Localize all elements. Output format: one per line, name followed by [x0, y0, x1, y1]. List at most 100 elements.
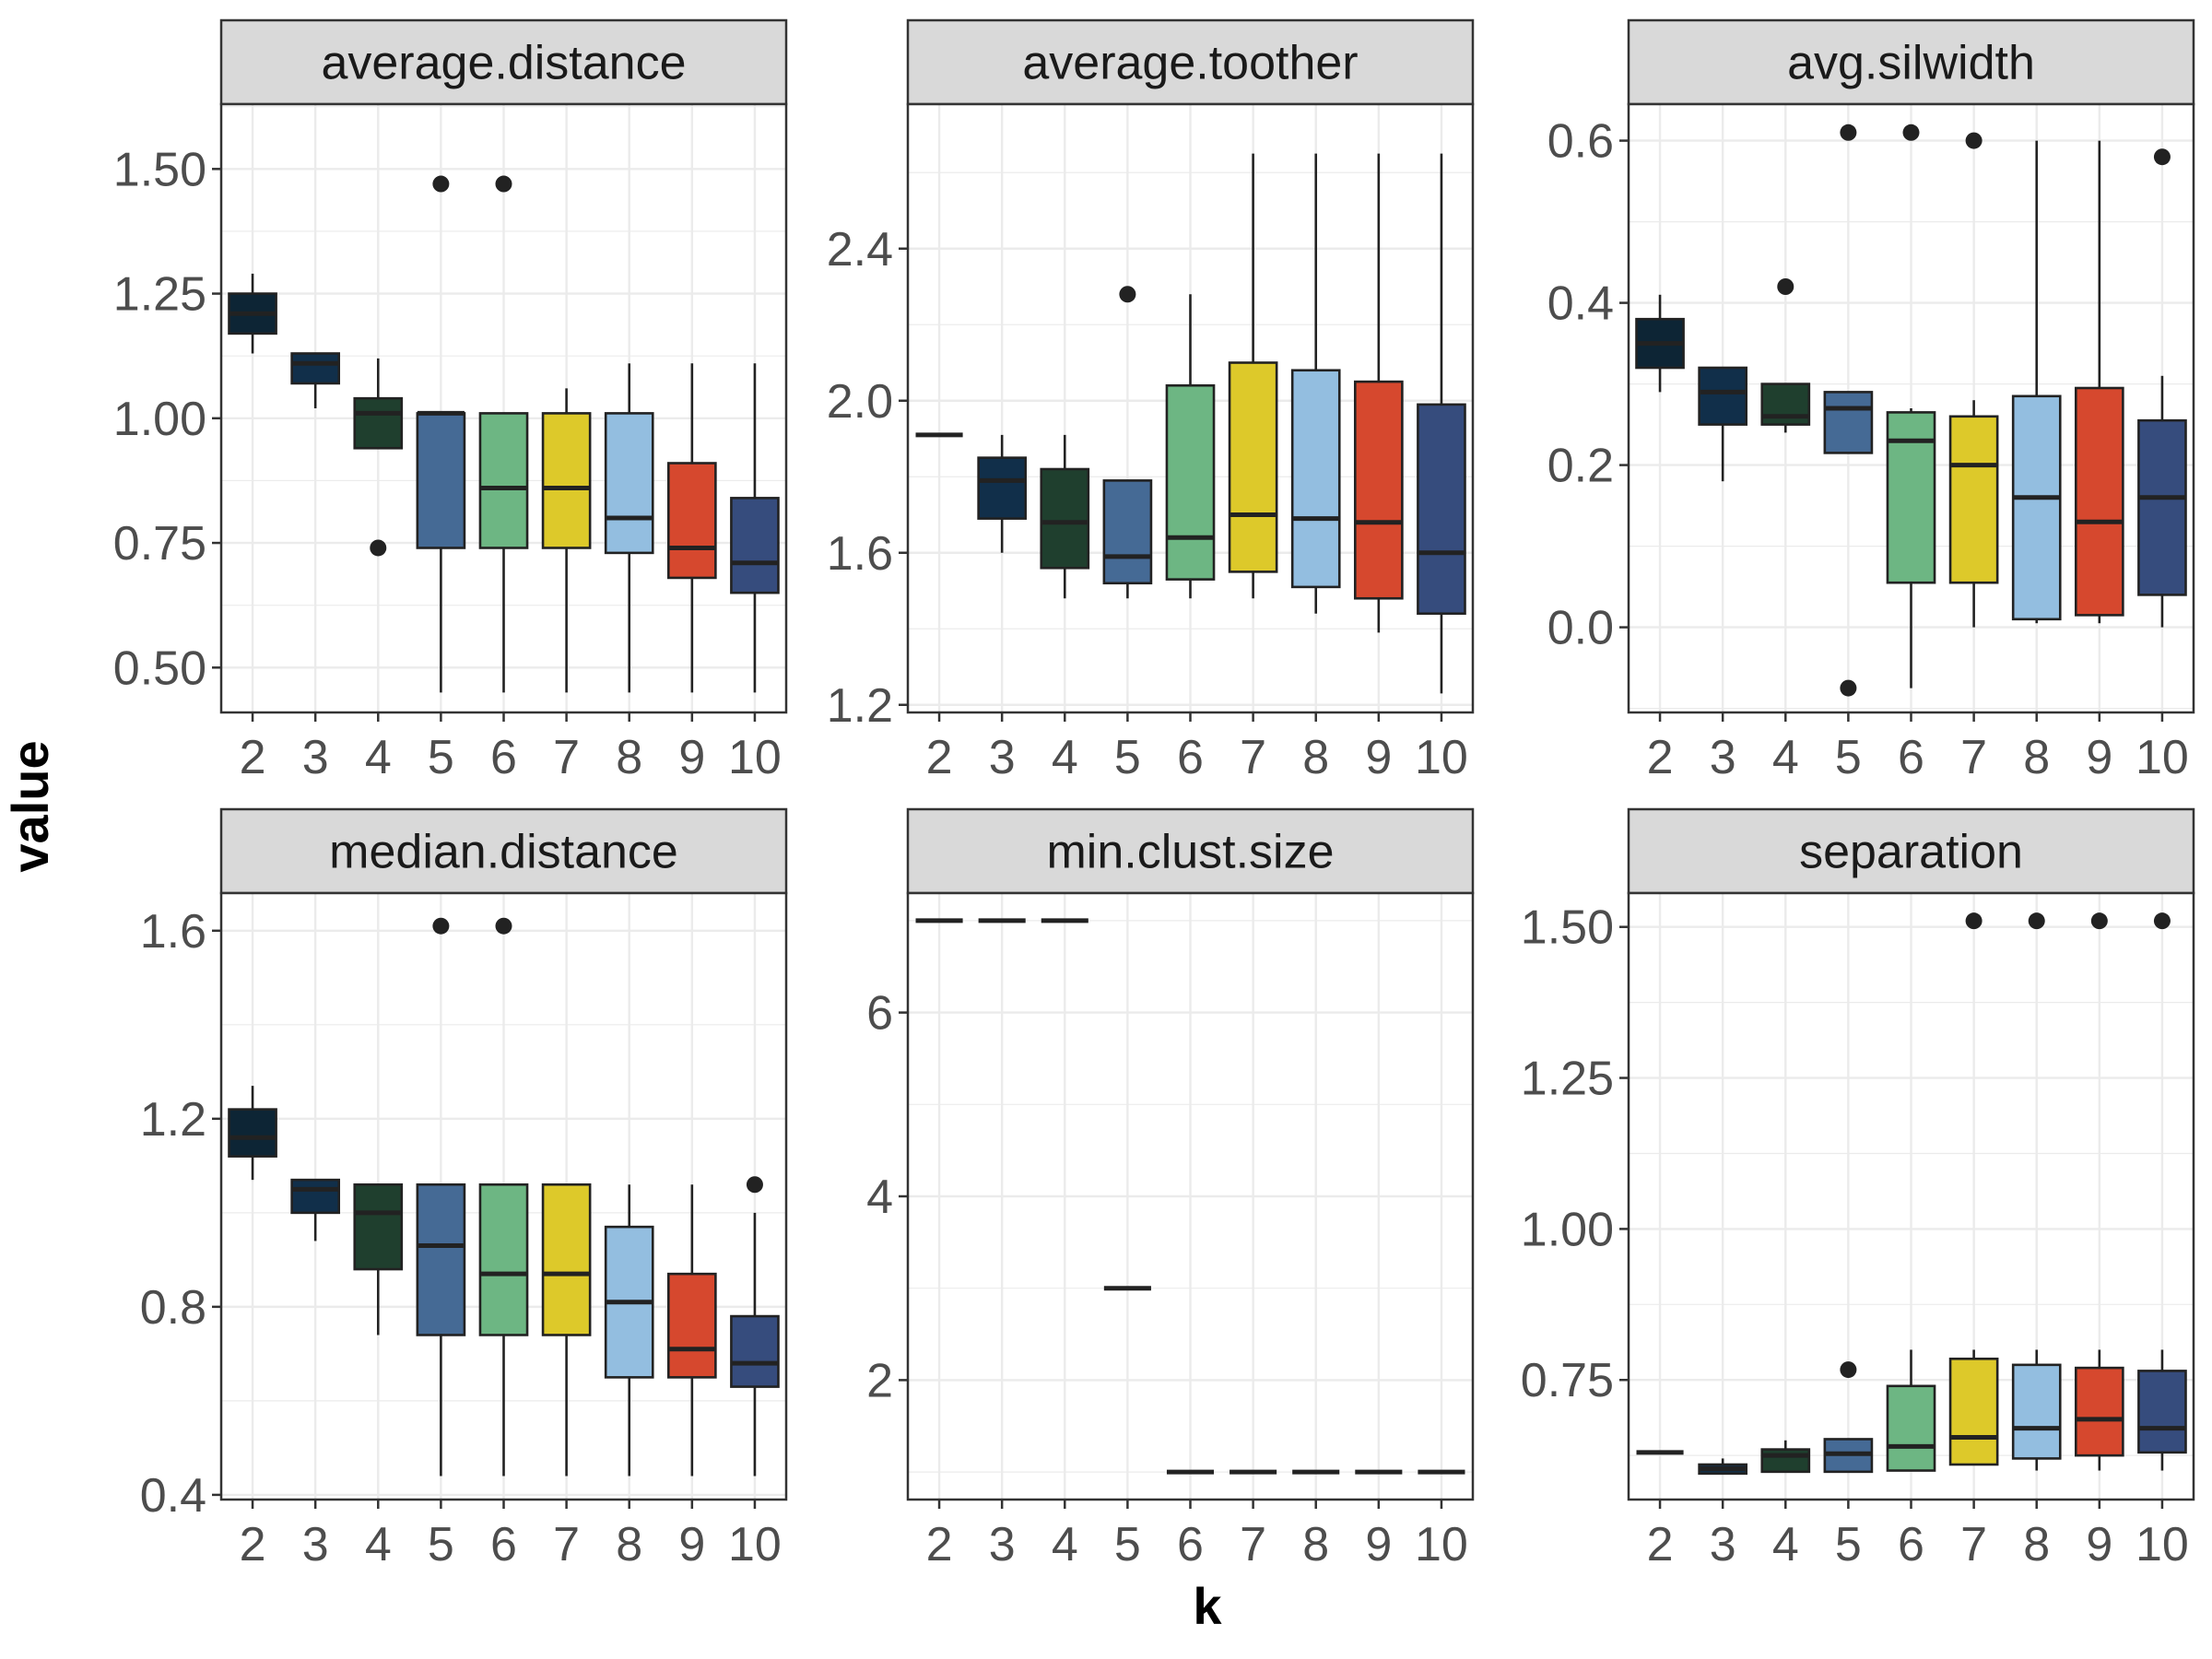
- box-k-9: [666, 1184, 717, 1477]
- x-tick-label: 9: [1365, 1518, 1392, 1571]
- box-k-9: [2074, 140, 2124, 624]
- outlier-point: [1840, 1361, 1857, 1379]
- box-k-10: [2137, 148, 2187, 628]
- x-tick-label: 2: [240, 1518, 266, 1571]
- facet-panel: median.distance 0.4 0.8 1.2 1.6 2 3 4 5 6 7 8 9 10: [140, 807, 788, 1571]
- box-k-8: [604, 1184, 654, 1477]
- box-body: [1417, 403, 1466, 616]
- x-tick-label: 6: [1177, 731, 1204, 784]
- x-tick-label: 4: [1052, 731, 1078, 784]
- x-tick-label: 9: [1365, 731, 1392, 784]
- box-k-7: [1228, 153, 1278, 599]
- box-body: [478, 1182, 529, 1336]
- box-k-4: [1760, 1440, 1811, 1474]
- x-tick-label: 4: [1052, 1518, 1078, 1571]
- x-tick-label: 10: [728, 731, 782, 784]
- facet-panel: average.toother 1.2 1.6 2.0 2.4 2 3 4 5 6 7 8 9 10: [827, 18, 1475, 784]
- x-tick-label: 6: [1177, 1518, 1204, 1571]
- box-body: [541, 412, 592, 549]
- box-body: [1102, 479, 1153, 585]
- box-k-3: [1698, 366, 1748, 482]
- box-body: [2074, 1366, 2124, 1457]
- y-tick-label: 1.25: [1521, 1053, 1614, 1106]
- box-k-2: [228, 1086, 277, 1181]
- box-body: [478, 412, 529, 549]
- y-tick-label: 1.00: [1521, 1203, 1614, 1256]
- x-tick-label: 4: [365, 731, 392, 784]
- facet-title: separation: [1799, 826, 2023, 879]
- facet-panel: avg.silwidth 0.0 0.2 0.4 0.6 2 3 4 5 6 7 8 9 10: [1547, 18, 2195, 784]
- box-body: [730, 497, 780, 594]
- x-tick-label: 10: [2136, 731, 2189, 784]
- box-k-3: [290, 1178, 341, 1241]
- y-tick-label: 0.0: [1547, 602, 1614, 655]
- box-body: [1760, 1448, 1811, 1474]
- box-body: [1886, 411, 1936, 584]
- box-body: [2011, 394, 2062, 621]
- x-tick-label: 7: [1960, 1518, 1987, 1571]
- x-tick-label: 6: [1898, 731, 1924, 784]
- box-k-7: [541, 388, 592, 693]
- x-tick-label: 5: [1114, 1518, 1141, 1571]
- x-tick-label: 2: [926, 731, 953, 784]
- x-tick-label: 7: [553, 1518, 580, 1571]
- outlier-point: [1777, 278, 1794, 295]
- box-body: [228, 1108, 277, 1158]
- x-tick-label: 8: [616, 731, 642, 784]
- box-body: [730, 1314, 780, 1388]
- box-k-9: [666, 363, 717, 693]
- box-body: [290, 352, 341, 385]
- x-tick-label: 5: [428, 1518, 454, 1571]
- x-tick-label: 9: [2086, 1518, 2112, 1571]
- y-tick-label: 0.75: [113, 517, 206, 571]
- outlier-point: [2090, 912, 2108, 930]
- x-tick-label: 9: [678, 1518, 705, 1571]
- outlier-point: [1965, 912, 1983, 930]
- outlier-point: [370, 539, 387, 557]
- x-tick-label: 10: [728, 1518, 782, 1571]
- box-body: [2137, 1370, 2187, 1454]
- x-tick-label: 3: [302, 1518, 329, 1571]
- x-tick-label: 6: [490, 1518, 517, 1571]
- box-body: [1165, 383, 1216, 581]
- x-tick-label: 8: [2023, 731, 2050, 784]
- x-tick-label: 2: [1647, 1518, 1674, 1571]
- x-tick-label: 9: [678, 731, 705, 784]
- x-axis-title: k: [1193, 1577, 1222, 1635]
- box-k-6: [478, 175, 529, 693]
- x-tick-label: 10: [2136, 1518, 2189, 1571]
- box-k-6: [1886, 1349, 1936, 1472]
- x-tick-label: 5: [1835, 1518, 1862, 1571]
- x-tick-label: 3: [1710, 731, 1736, 784]
- box-body: [416, 1182, 466, 1336]
- box-body: [604, 412, 654, 555]
- x-tick-label: 10: [1415, 731, 1468, 784]
- x-tick-label: 7: [1240, 1518, 1266, 1571]
- x-tick-label: 7: [1960, 731, 1987, 784]
- x-tick-label: 9: [2086, 731, 2112, 784]
- box-k-8: [2011, 912, 2062, 1471]
- facet-panel: separation 0.75 1.00 1.25 1.50 2 3 4 5 6 7 8 9 10: [1521, 807, 2195, 1571]
- box-body: [1228, 361, 1278, 573]
- outlier-point: [2153, 912, 2171, 930]
- y-tick-label: 0.2: [1547, 440, 1614, 493]
- facet-title: min.clust.size: [1046, 826, 1334, 879]
- y-tick-label: 0.50: [113, 641, 206, 695]
- box-body: [1886, 1384, 1936, 1472]
- box-body: [1698, 366, 1748, 426]
- y-tick-label: 6: [866, 987, 893, 1041]
- y-tick-label: 1.50: [1521, 901, 1614, 955]
- x-tick-label: 10: [1415, 1518, 1468, 1571]
- x-tick-label: 6: [490, 731, 517, 784]
- y-tick-label: 0.8: [140, 1281, 206, 1335]
- box-k-7: [1948, 912, 1999, 1466]
- facet-strip: [906, 807, 1475, 895]
- box-k-10: [1417, 153, 1466, 694]
- box-body: [1353, 380, 1404, 600]
- facet-title: average.toother: [1022, 37, 1358, 90]
- y-tick-label: 1.2: [827, 679, 893, 733]
- x-tick-label: 8: [616, 1518, 642, 1571]
- box-k-10: [730, 363, 780, 693]
- y-axis-title: value: [1, 740, 59, 872]
- box-k-9: [1353, 153, 1404, 633]
